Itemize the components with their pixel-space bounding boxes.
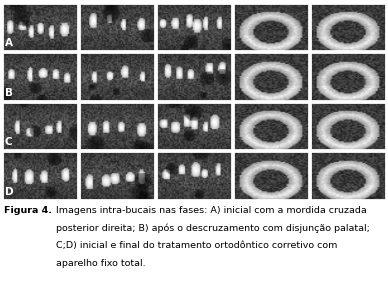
Text: Imagens intra-bucais nas fases: A) inicial com a mordida cruzada: Imagens intra-bucais nas fases: A) inici…	[56, 206, 367, 215]
Text: C: C	[5, 137, 12, 147]
Text: B: B	[5, 88, 13, 98]
Text: aparelho fixo total.: aparelho fixo total.	[56, 259, 146, 268]
Text: Figura 4.: Figura 4.	[4, 206, 52, 215]
Text: posterior direita; B) após o descruzamento com disjunção palatal;: posterior direita; B) após o descruzamen…	[56, 224, 370, 233]
Text: C;D) inicial e final do tratamento ortodôntico corretivo com: C;D) inicial e final do tratamento ortod…	[56, 241, 338, 250]
Text: D: D	[5, 186, 14, 197]
Text: A: A	[5, 38, 13, 48]
